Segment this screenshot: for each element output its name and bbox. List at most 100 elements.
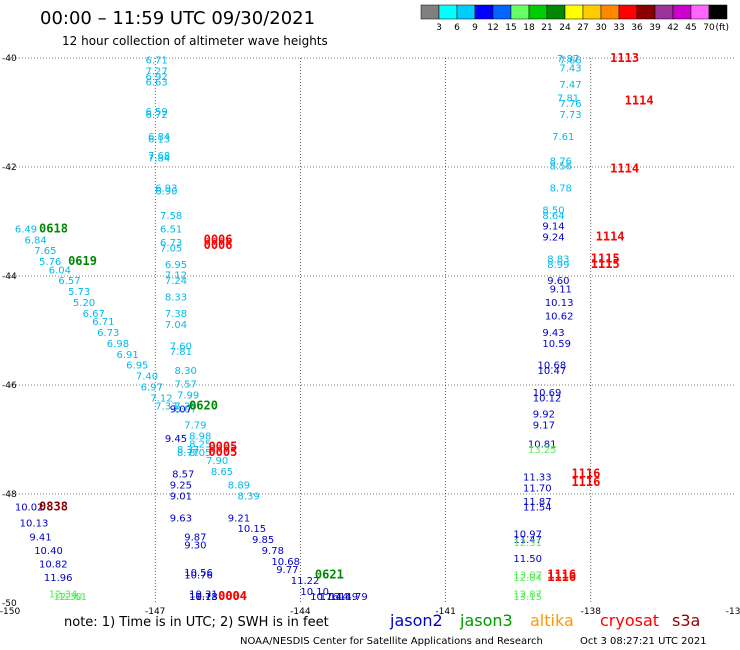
pass-time-label: 0004 [218,589,247,603]
y-tick-label: -44 [2,272,17,282]
wave-height-label: 12.87 [513,590,542,601]
wave-height-label: 9.78 [262,546,284,557]
wave-height-label: 11.50 [513,554,542,565]
wave-height-label: 9.77 [276,565,298,576]
x-tick-label: -144 [290,607,311,617]
axis-tick-labels: -150 -147 -144 -141 -138 -135 -40 -42 -44 -46 -48 -… [0,54,740,617]
wave-height-label: 7.68 [148,151,170,162]
wave-height-label: 6.63 [146,77,168,88]
wave-height-label: 8.76 [550,156,572,167]
wave-height-label: 11.33 [523,472,552,483]
wave-height-label: 6.59 [146,107,168,118]
wave-height-label: 9.30 [184,541,206,552]
colorbar-label: 6 [454,23,460,33]
wave-height-label: 6.73 [160,238,182,249]
y-tick-label: -48 [2,490,17,500]
colorbar-swatch [546,4,566,20]
wave-height-label: 10.82 [39,560,68,571]
wave-height-label: 9.07 [170,404,192,415]
wave-height-label: 7.04 [165,320,187,331]
wave-height-label: 7.58 [160,211,182,222]
pass-time-label: 1114 [610,161,639,175]
wave-height-label: 8.07 [175,404,197,415]
colorbar-swatch [618,4,638,20]
wave-height-label: 8.33 [165,293,187,304]
wave-height-label: 6.49 [15,224,37,235]
wave-height-label: 10.40 [34,546,63,557]
wave-height-label: 11.96 [44,573,73,584]
wave-height-label: 8.65 [211,467,233,478]
wave-height-label: 6.84 [148,132,170,143]
wave-height-label: 10.15 [237,524,266,535]
wave-height-label: 10.97 [513,530,542,541]
wave-height-label: 9.92 [533,410,555,421]
wave-height-label: 8.98 [189,432,211,443]
wave-height-label: 7.25 [175,402,197,413]
wave-height-label: 7.76 [559,99,581,110]
legend-cryosat: cryosat [600,611,659,630]
colorbar-swatch [564,4,584,20]
wave-height-label: 6.84 [25,235,47,246]
wave-height-label: 6.67 [83,309,105,320]
pass-time-label: 0005 [208,445,237,459]
wave-height-label: 10.31 [189,590,218,601]
wave-height-label: 10.47 [538,366,567,377]
y-tick-label: -40 [2,54,17,64]
wave-height-label: 6.93 [155,184,177,195]
colorbar-label: 45 [685,23,696,33]
wave-height-label: 10.68 [271,557,300,568]
colorbar-swatch [456,4,476,20]
wave-height-label: 11.49 [329,592,358,603]
wave-height-label: 10.12 [533,393,562,404]
wave-height-label: 6.90 [155,186,177,197]
wave-height-label: 6.13 [148,134,170,145]
pass-time-label: 1116 [571,475,600,489]
wave-height-label: 7.66 [559,55,581,66]
pass-time-label: 1115 [591,257,620,271]
colorbar-swatch [528,4,548,20]
wave-height-label: 7.12 [150,393,172,404]
x-tick-label: -138 [581,607,602,617]
wave-height-label: 11.87 [523,497,552,508]
wave-height-label: 7.40 [136,372,158,383]
colorbar-label: 30 [595,23,607,33]
wave-height-label: 5.76 [39,257,61,268]
wave-height-label: 10.13 [545,298,574,309]
legend-jason2: jason2 [389,611,443,630]
wave-height-label: 7.79 [184,421,206,432]
wave-height-label: 8.83 [547,254,569,265]
pass-time-label: 1116 [547,567,576,581]
pass-time-label: 0620 [189,399,218,413]
y-tick-label: -42 [2,163,17,173]
wave-height-label: 10.56 [184,568,213,579]
wave-height-label: 6.91 [116,350,138,361]
wave-height-label: 6.95 [165,260,187,271]
wave-height-label: 10.02 [15,502,44,513]
wave-height-label: 9.41 [29,532,51,543]
colorbar-label: 21 [541,23,552,33]
colorbar-swatch [654,4,674,20]
wave-height-label: 12.34 [49,590,78,601]
wave-height-label: 8.37 [177,445,199,456]
wave-height-label: 7.61 [552,132,574,143]
wave-height-label: 8.39 [237,491,259,502]
wave-height-label: 8.56 [550,162,572,173]
wave-height-label: 6.72 [146,110,168,121]
wave-height-label: 13.07 [513,570,542,581]
pass-time-label: 0006 [204,232,233,246]
wave-height-label: 7.99 [177,391,199,402]
pass-time-label: 0006 [204,238,233,252]
chart-title: 00:00 – 11:59 UTC 09/30/2021 [40,8,315,29]
colorbar-unit: (ft) [715,23,729,33]
wave-height-label: 11.44 [320,592,349,603]
wave-height-label: 11.22 [291,576,320,587]
wave-height-label: 7.81 [557,94,579,105]
wave-height-label: 9.60 [547,276,569,287]
wave-height-label: 7.33 [155,402,177,413]
colorbar-swatch [708,4,728,20]
wave-height-label: 11.13 [189,592,218,603]
wave-height-label: 9.63 [170,513,192,524]
colorbar-swatch [510,4,530,20]
wave-height-label: 7.57 [175,380,197,391]
x-tick-label: -135 [726,607,740,617]
